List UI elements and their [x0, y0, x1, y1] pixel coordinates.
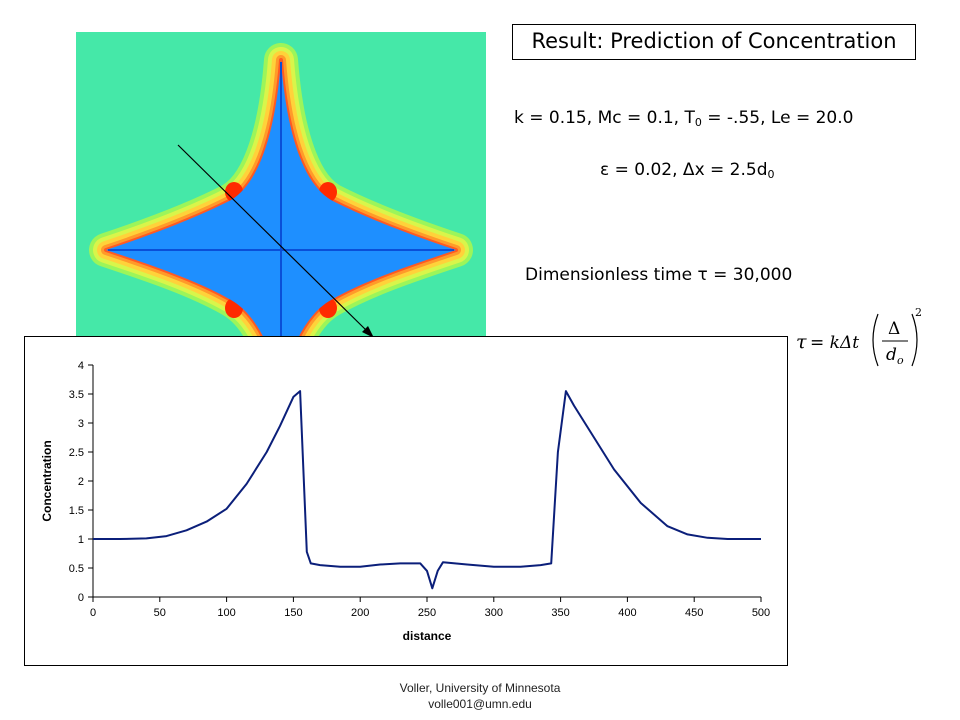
param-epsilon-value: = 0.02, — [609, 160, 683, 180]
y-tick-label: 3 — [78, 418, 84, 430]
param-delta-symbol: Δ — [682, 160, 695, 180]
page-title-text: Result: Prediction of Concentration — [531, 29, 897, 53]
x-tick-label: 350 — [551, 607, 569, 619]
y-tick-label: 3.5 — [69, 389, 84, 401]
x-tick-label: 500 — [752, 607, 770, 619]
time-value: = 30,000 — [707, 265, 793, 285]
y-tick-label: 1 — [78, 534, 84, 546]
parameters-line-1: k = 0.15, Mc = 0.1, T0 = -.55, Le = 20.0 — [514, 108, 854, 129]
x-tick-label: 450 — [685, 607, 703, 619]
y-tick-label: 2.5 — [69, 447, 84, 459]
y-tick-label: 2 — [78, 476, 84, 488]
formula-tau: τ — [796, 331, 807, 353]
param-t0-subscript: 0 — [694, 116, 702, 129]
param-k: k = 0.15 — [514, 108, 587, 128]
time-tau-symbol: τ — [697, 265, 708, 285]
y-tick-label: 4 — [78, 360, 84, 372]
page-title: Result: Prediction of Concentration — [512, 24, 916, 60]
param-dx-value: x = 2.5d — [694, 160, 768, 180]
tau-formula: τ = kΔt Δ d o 2 — [796, 306, 922, 367]
formula-denominator-sub: o — [897, 354, 904, 367]
formula-numerator: Δ — [888, 319, 900, 339]
y-tick-label: 0.5 — [69, 563, 84, 575]
param-epsilon-symbol: ε — [600, 160, 610, 180]
x-tick-label: 0 — [90, 607, 96, 619]
footer-author: Voller, University of Minnesota — [399, 681, 561, 695]
formula-power: 2 — [915, 306, 922, 319]
concentration-chart: 0 0.5 1 1.5 2 2.5 3 3.5 4 0 50 100 150 200 250 300 350 40… — [24, 336, 788, 666]
y-tick-label: 0 — [78, 592, 84, 604]
formula-left-paren — [872, 313, 879, 367]
x-tick-label: 200 — [351, 607, 369, 619]
concentration-series-line — [93, 390, 761, 590]
footer: Voller, University of Minnesota volle001… — [340, 680, 620, 712]
x-tick-label: 100 — [217, 607, 235, 619]
param-mc: Mc = 0.1 — [597, 108, 674, 128]
x-axis-label: distance — [403, 629, 452, 643]
simulation-image — [76, 32, 486, 340]
param-t0-symbol: T — [684, 108, 695, 128]
time-label-text: Dimensionless time — [525, 265, 698, 285]
footer-email: volle001@umn.edu — [428, 697, 532, 711]
formula-eq: = kΔt — [810, 333, 859, 353]
parameters-line-2: ε = 0.02, Δx = 2.5d0 — [600, 160, 775, 181]
dimensionless-time: Dimensionless time τ = 30,000 — [525, 265, 792, 285]
chart-svg: 0 0.5 1 1.5 2 2.5 3 3.5 4 0 50 100 150 200 250 300 350 40… — [40, 360, 770, 643]
x-tick-label: 50 — [154, 607, 166, 619]
y-axis-label: Concentration — [40, 440, 54, 521]
x-tick-label: 250 — [418, 607, 436, 619]
formula-denominator: d — [886, 345, 897, 365]
y-tick-label: 1.5 — [69, 505, 84, 517]
param-t0-value: = -.55 — [701, 108, 761, 128]
x-tick-label: 150 — [284, 607, 302, 619]
x-tick-label: 300 — [485, 607, 503, 619]
x-tick-label: 400 — [618, 607, 636, 619]
param-le: Le = 20.0 — [770, 108, 854, 128]
formula-right-paren — [911, 313, 918, 367]
param-dx-subscript: 0 — [767, 168, 775, 181]
